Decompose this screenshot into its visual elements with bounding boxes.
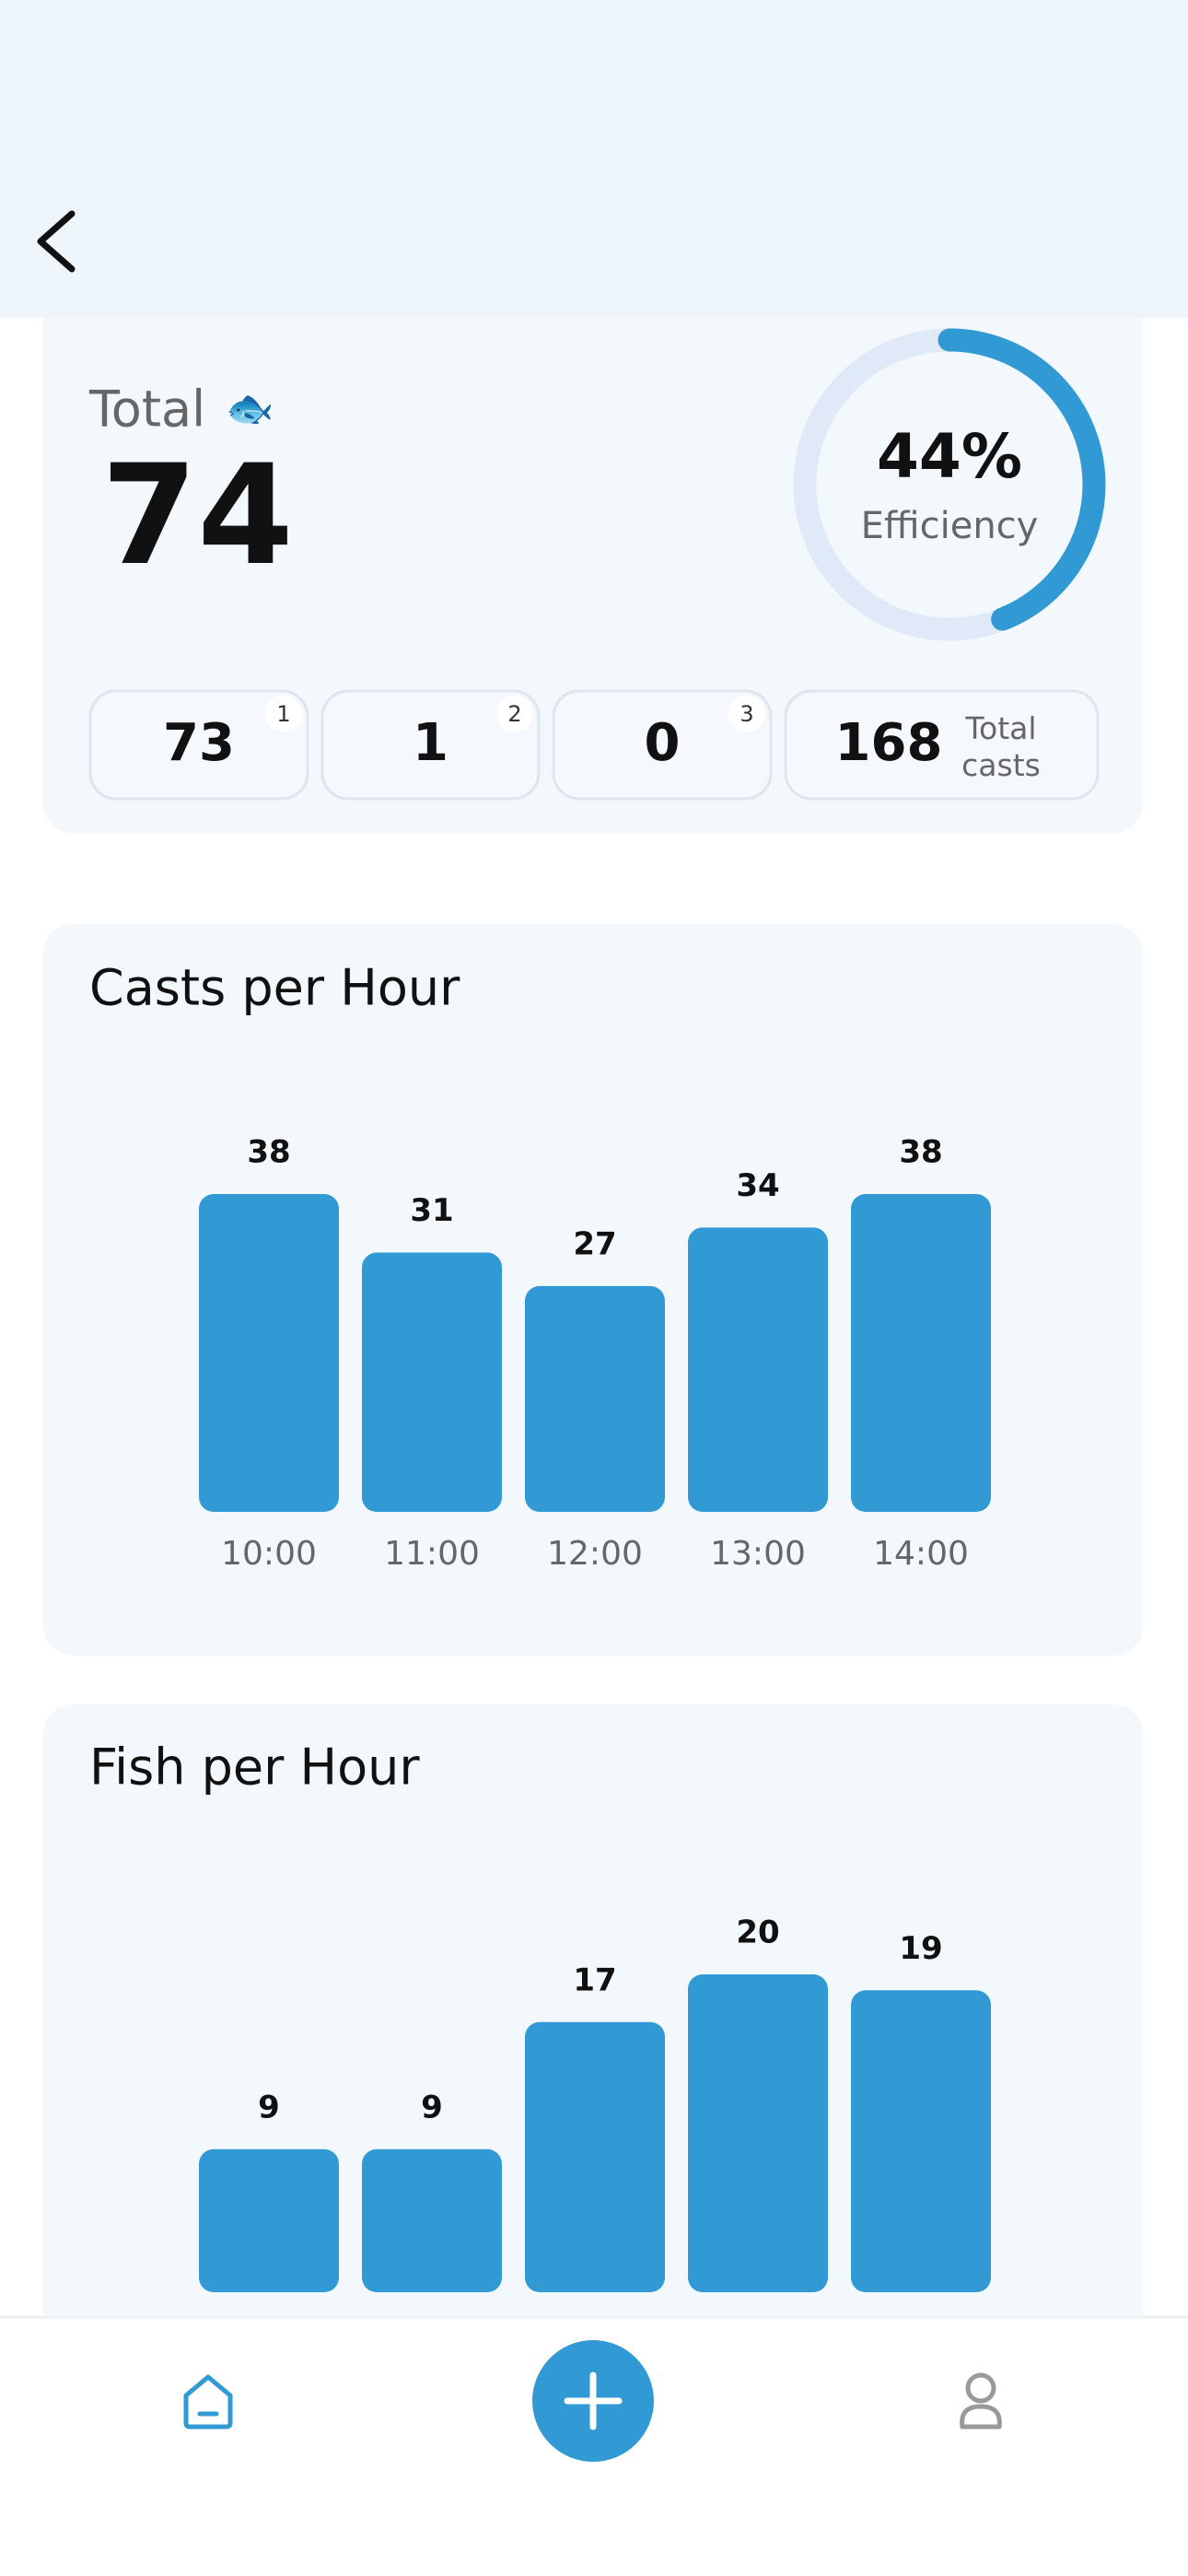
count-pill <box>88 689 309 801</box>
bar <box>525 2021 665 2292</box>
efficiency-arc <box>793 328 1106 641</box>
value-label: 38 <box>247 1134 290 1171</box>
bar <box>362 1252 502 1512</box>
rank-badge <box>496 696 533 732</box>
x-tick-label: 14:00 <box>873 1535 969 1573</box>
header <box>0 0 1188 318</box>
profile-body <box>960 2404 1002 2430</box>
bar <box>851 1990 991 2292</box>
x-tick-label: 13:00 <box>710 1535 806 1573</box>
value-label: 17 <box>573 1961 616 1998</box>
home-tab[interactable] <box>183 2374 233 2430</box>
count-value: 73 <box>163 713 235 773</box>
count-pill <box>784 689 1100 801</box>
count-rank: 1 <box>276 701 290 727</box>
count-value: 0 <box>645 713 681 773</box>
bar <box>199 1194 339 1512</box>
bar <box>688 1974 828 2292</box>
x-tick-label: 11:00 <box>384 1535 480 1573</box>
count-rank: 2 <box>507 701 521 727</box>
count-value: 1 <box>413 713 448 773</box>
count-pill <box>552 689 773 801</box>
rank-badge <box>728 696 765 732</box>
total-label: Total <box>88 381 205 439</box>
bar <box>688 1227 828 1512</box>
value-label: 34 <box>736 1167 779 1204</box>
back-button[interactable] <box>37 210 76 273</box>
bar <box>362 2149 502 2292</box>
x-tick-label: 10:00 <box>221 1535 317 1573</box>
x-tick-label: 12:00 <box>547 1535 643 1573</box>
casts-label: Total casts <box>961 710 1041 783</box>
value-label: 27 <box>573 1225 616 1262</box>
value-label: 19 <box>899 1930 942 1967</box>
count-pill <box>320 689 541 801</box>
total-icon: 🐟 <box>226 386 274 431</box>
count-rank: 3 <box>740 701 753 727</box>
value-label: 31 <box>410 1192 453 1229</box>
chart-title: Fish per Hour <box>89 1739 420 1797</box>
value-label: 9 <box>421 2089 443 2125</box>
profile-tab[interactable] <box>965 2372 996 2404</box>
bar <box>525 1285 665 1512</box>
efficiency-value: 44% <box>877 421 1022 492</box>
plus-icon <box>564 2371 623 2430</box>
chart-title: Casts per Hour <box>89 959 460 1017</box>
bar <box>851 1194 991 1512</box>
rank-badge <box>265 696 302 732</box>
total-value: 74 <box>101 436 294 596</box>
bar <box>199 2149 339 2292</box>
value-label: 20 <box>736 1914 779 1951</box>
value-label: 9 <box>258 2089 280 2125</box>
value-label: 38 <box>899 1134 942 1171</box>
casts-value: 168 <box>835 713 943 773</box>
efficiency-label: Efficiency <box>861 505 1039 547</box>
